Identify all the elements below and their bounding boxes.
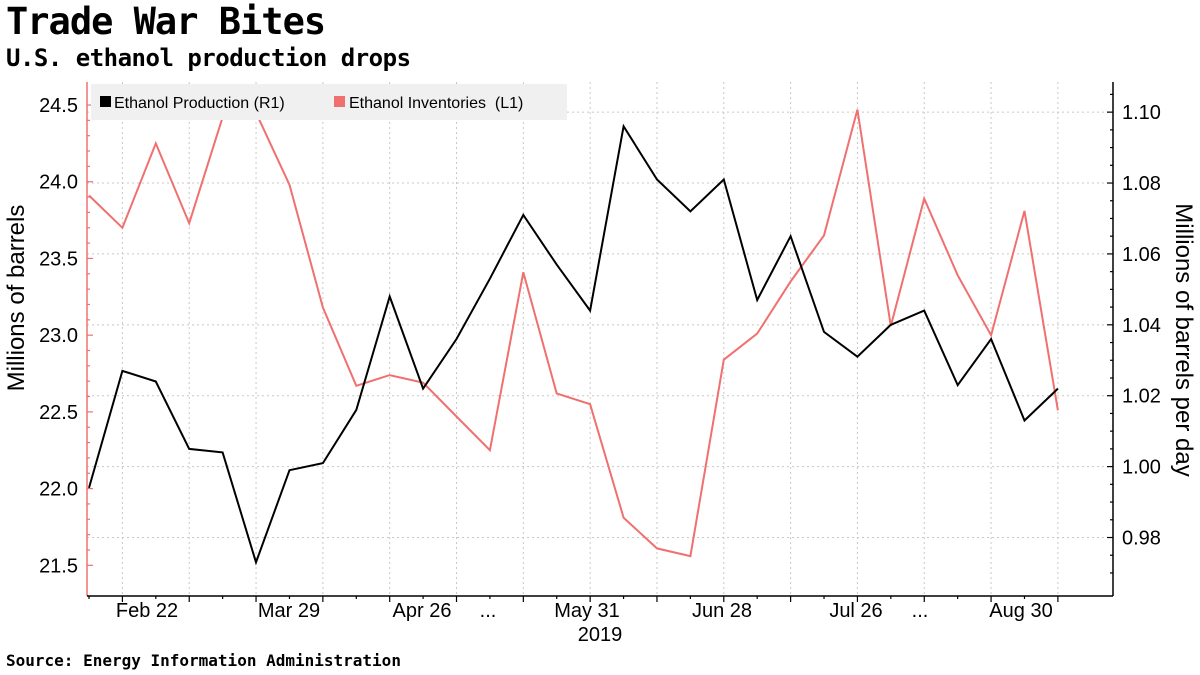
left-tick-label-4: 23.5 — [39, 248, 78, 270]
legend-background — [91, 84, 567, 120]
x-tick-label-6: Jul 26 — [829, 600, 882, 622]
legend-label-inventories: Ethanol Inventories (L1) — [349, 95, 523, 112]
left-tick-label-1: 22.0 — [39, 479, 78, 501]
x-tick-label-5: Jun 28 — [692, 600, 752, 622]
x-tick-label-3: ... — [480, 600, 497, 622]
left-tick-label-3: 23.0 — [39, 325, 78, 347]
legend-swatch-production — [100, 96, 111, 107]
x-tick-label-4: May 31 — [554, 600, 620, 622]
right-tick-label-0: 0.98 — [1122, 528, 1161, 550]
x-tick-label-7: ... — [912, 600, 929, 622]
right-tick-label-4: 1.06 — [1122, 244, 1161, 266]
right-tick-label-5: 1.08 — [1122, 173, 1161, 195]
x-axis-ticks: Feb 22 Mar 29 Apr 26... May 31 Jun 28 Jul 26.… — [88, 596, 1059, 622]
left-axis-ticks: 21.5 22.0 22.5 23.0 23.5 24.0 24.5 — [39, 95, 93, 577]
left-tick-label-6: 24.5 — [39, 95, 78, 117]
x-year-label: 2019 — [578, 624, 623, 646]
series-lines — [88, 109, 1059, 566]
x-tick-label-0: Feb 22 — [116, 600, 178, 622]
left-axis-title: Millions of barrels — [3, 205, 30, 392]
right-tick-label-1: 1.00 — [1122, 457, 1161, 479]
right-tick-label-3: 1.04 — [1122, 315, 1161, 337]
legend-swatch-inventories — [334, 96, 345, 107]
x-tick-label-2: Apr 26 — [393, 600, 452, 622]
chart-title: Trade War Bites — [6, 0, 326, 43]
right-tick-label-2: 1.02 — [1122, 386, 1161, 408]
legend-label-production: Ethanol Production (R1) — [114, 95, 285, 112]
legend: Ethanol Production (R1) Ethanol Inventor… — [91, 84, 567, 120]
right-tick-label-6: 1.10 — [1122, 102, 1161, 124]
source-note: Source: Energy Information Administratio… — [6, 651, 401, 670]
x-tick-label-1: Mar 29 — [258, 600, 320, 622]
left-tick-label-2: 22.5 — [39, 402, 78, 424]
axes — [86, 82, 1114, 597]
series-line-production — [88, 123, 1059, 566]
right-axis-title: Millions of barrels per day — [1170, 203, 1197, 476]
left-tick-label-5: 24.0 — [39, 172, 78, 194]
chart-subtitle: U.S. ethanol production drops — [6, 44, 411, 72]
x-tick-label-8: Aug 30 — [989, 600, 1052, 622]
grid-lines — [87, 82, 1113, 596]
left-tick-label-0: 21.5 — [39, 555, 78, 577]
right-axis-ticks: 0.98 1.00 1.02 1.04 1.06 1.08 1.10 — [1107, 93, 1161, 574]
